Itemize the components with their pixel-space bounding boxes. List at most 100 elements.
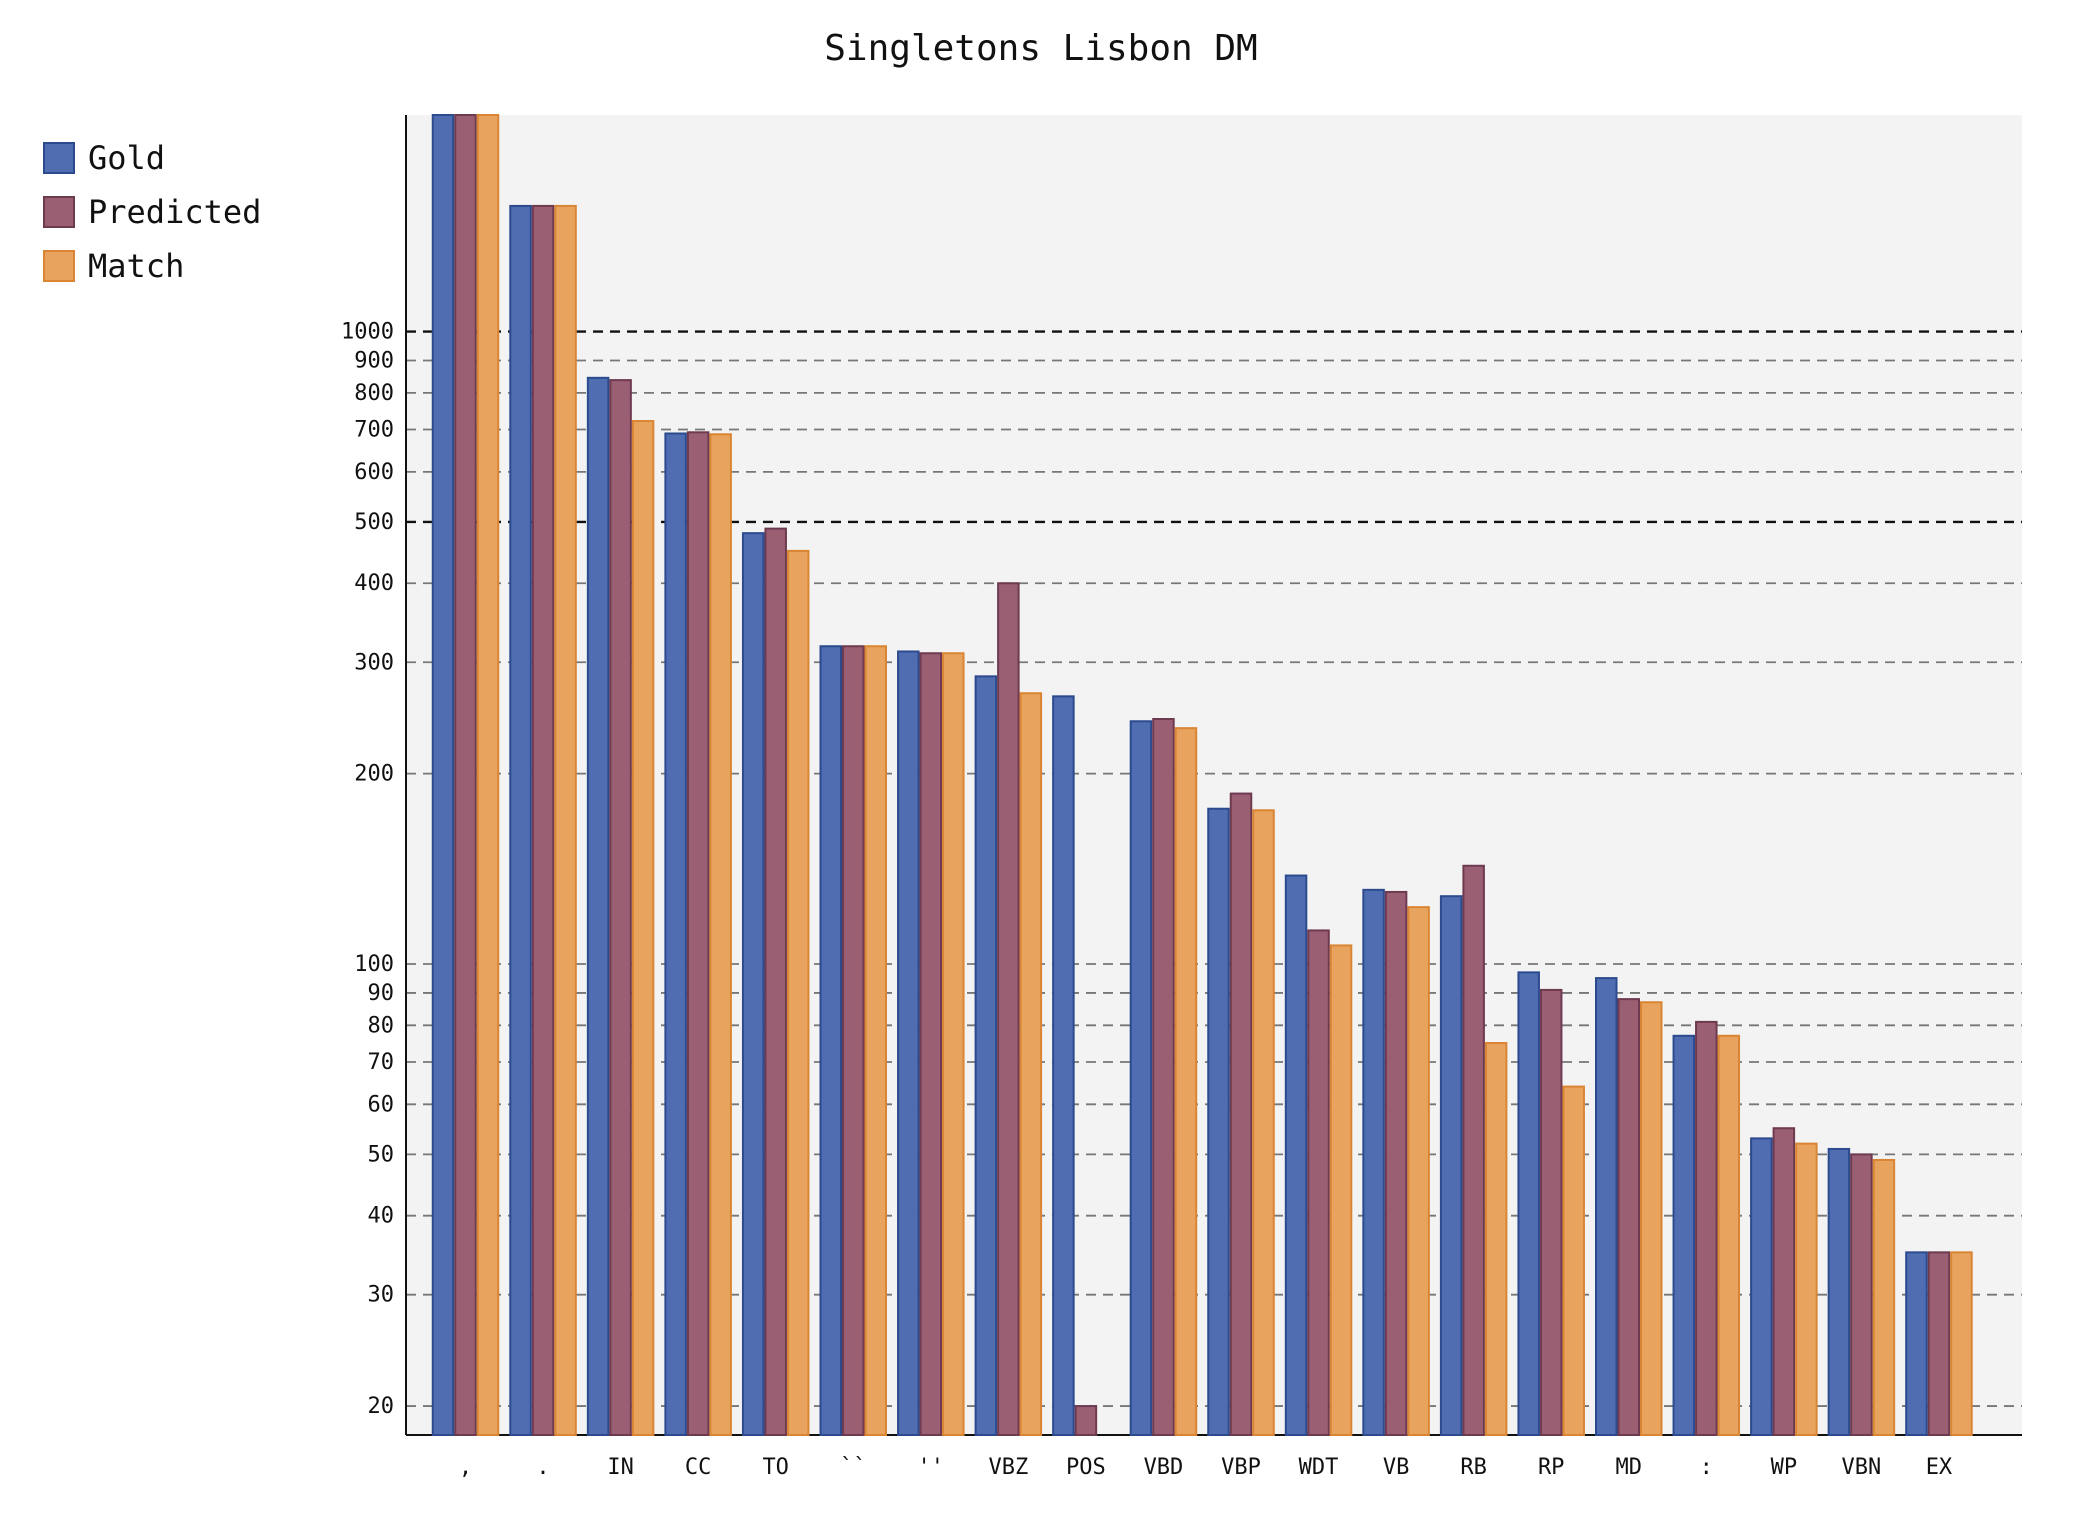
bar-gold-9 xyxy=(1052,695,1075,1436)
y-tick-label: 400 xyxy=(354,571,394,596)
bar-predicted-20 xyxy=(1927,1251,1951,1436)
bar-predicted-13 xyxy=(1384,890,1408,1436)
bar-match-7 xyxy=(942,652,965,1436)
bar-gold-18 xyxy=(1750,1137,1773,1437)
x-tick-label: POS xyxy=(1066,1455,1106,1480)
bar-match-10 xyxy=(1174,727,1198,1436)
bar-gold-6 xyxy=(819,645,842,1436)
bar-match-1 xyxy=(476,114,500,1436)
bar-match-19 xyxy=(1872,1158,1896,1437)
bar-gold-20 xyxy=(1905,1251,1928,1436)
y-tick-label: 70 xyxy=(368,1050,395,1075)
x-tick-label: WP xyxy=(1771,1455,1798,1480)
bar-gold-10 xyxy=(1129,720,1153,1436)
x-tick-label: IN xyxy=(607,1455,634,1480)
y-tick-label: 30 xyxy=(368,1283,395,1308)
bar-match-11 xyxy=(1252,809,1275,1436)
bar-predicted-14 xyxy=(1462,864,1485,1436)
bar-gold-2 xyxy=(509,204,532,1436)
y-tick-label: 40 xyxy=(368,1204,395,1229)
bar-predicted-5 xyxy=(764,527,787,1436)
x-tick-label: TO xyxy=(762,1455,789,1480)
x-tick-label: VBN xyxy=(1842,1455,1882,1480)
bar-gold-8 xyxy=(974,675,998,1436)
y-tick-label: 80 xyxy=(368,1013,395,1038)
bar-predicted-9 xyxy=(1074,1405,1098,1436)
x-tick-label: MD xyxy=(1616,1455,1643,1480)
bar-match-20 xyxy=(1950,1251,1973,1436)
legend-label-gold: Gold xyxy=(88,139,165,177)
bar-match-14 xyxy=(1484,1042,1508,1437)
x-tick-label: `` xyxy=(840,1455,867,1480)
bar-gold-16 xyxy=(1595,977,1618,1437)
bar-match-13 xyxy=(1407,906,1430,1436)
y-tick-label: 600 xyxy=(354,460,394,485)
y-tick-label: 800 xyxy=(354,381,394,406)
x-tick-label: . xyxy=(536,1455,549,1480)
y-tick-label: 60 xyxy=(368,1092,395,1117)
x-tick-label: WDT xyxy=(1299,1455,1339,1480)
y-tick-label: 900 xyxy=(354,349,394,374)
bar-predicted-8 xyxy=(997,582,1020,1436)
y-tick-label: 50 xyxy=(368,1142,395,1167)
bar-match-2 xyxy=(554,204,577,1436)
legend-swatch-match xyxy=(43,250,75,282)
bar-match-18 xyxy=(1795,1142,1818,1436)
bar-predicted-18 xyxy=(1772,1127,1796,1437)
bar-gold-14 xyxy=(1439,895,1463,1436)
bar-match-5 xyxy=(786,549,810,1436)
y-tick-label: 1000 xyxy=(341,320,394,345)
bar-match-8 xyxy=(1019,692,1043,1436)
x-tick-label: RB xyxy=(1460,1455,1487,1480)
legend-label-predicted: Predicted xyxy=(88,193,261,231)
bar-predicted-1 xyxy=(454,114,477,1436)
y-tick-label: 500 xyxy=(354,510,394,535)
bar-predicted-19 xyxy=(1850,1153,1873,1436)
bar-gold-17 xyxy=(1672,1034,1696,1436)
bar-gold-3 xyxy=(586,376,610,1437)
bar-predicted-11 xyxy=(1229,792,1253,1436)
legend-label-match: Match xyxy=(88,247,184,285)
y-tick-label: 100 xyxy=(354,952,394,977)
bar-predicted-3 xyxy=(609,379,632,1436)
chart-title: Singletons Lisbon DM xyxy=(824,28,1257,69)
legend-swatch-gold xyxy=(43,142,75,174)
x-tick-label: '' xyxy=(918,1455,945,1480)
bar-match-15 xyxy=(1562,1085,1585,1437)
x-tick-label: VBZ xyxy=(988,1455,1028,1480)
y-tick-label: 90 xyxy=(368,981,395,1006)
bar-predicted-4 xyxy=(686,431,710,1436)
bar-gold-19 xyxy=(1827,1147,1851,1436)
bar-match-6 xyxy=(864,645,887,1436)
bar-gold-4 xyxy=(664,432,687,1437)
x-tick-label: CC xyxy=(685,1455,712,1480)
x-tick-label: VBD xyxy=(1144,1455,1184,1480)
legend-swatch-predicted xyxy=(43,196,75,228)
bar-gold-11 xyxy=(1207,807,1230,1436)
y-tick-label: 20 xyxy=(368,1394,395,1419)
bar-predicted-6 xyxy=(842,645,865,1436)
x-tick-label: VB xyxy=(1383,1455,1410,1480)
bar-match-12 xyxy=(1329,944,1353,1436)
x-tick-label: EX xyxy=(1926,1455,1953,1480)
bar-match-16 xyxy=(1640,1001,1663,1436)
x-tick-label: : xyxy=(1700,1455,1713,1480)
bar-predicted-12 xyxy=(1307,929,1330,1436)
x-tick-label: , xyxy=(459,1455,472,1480)
y-tick-label: 300 xyxy=(354,650,394,675)
bar-predicted-2 xyxy=(531,204,555,1436)
bar-match-17 xyxy=(1717,1034,1741,1436)
x-tick-label: VBP xyxy=(1221,1455,1261,1480)
bar-predicted-15 xyxy=(1539,988,1563,1436)
bar-predicted-17 xyxy=(1695,1020,1718,1436)
bar-predicted-7 xyxy=(919,652,943,1436)
x-tick-label: RP xyxy=(1538,1455,1565,1480)
bar-predicted-16 xyxy=(1617,998,1640,1436)
bar-match-3 xyxy=(631,420,655,1436)
bar-gold-5 xyxy=(741,532,765,1436)
bar-gold-7 xyxy=(897,650,920,1436)
bar-gold-13 xyxy=(1362,888,1385,1436)
y-tick-label: 700 xyxy=(354,418,394,443)
